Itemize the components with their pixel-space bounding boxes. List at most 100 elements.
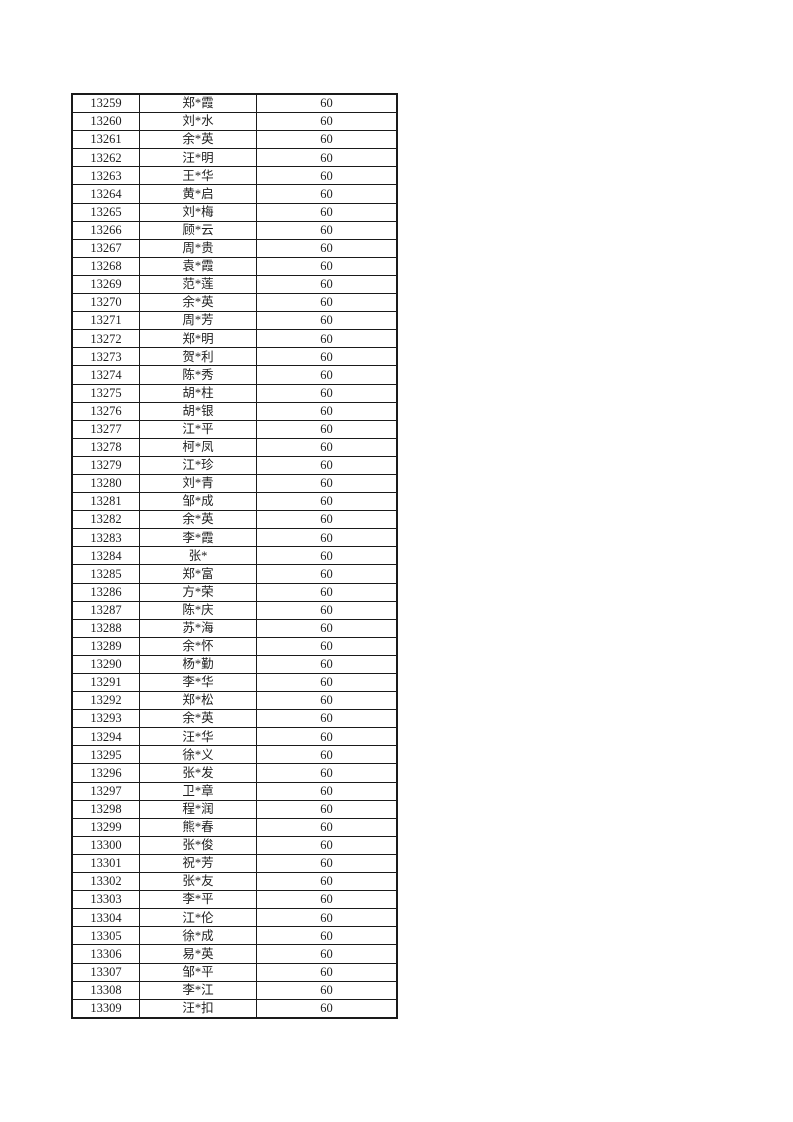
cell-score: 60 xyxy=(256,130,398,150)
table-row: 13302 张*友 60 xyxy=(71,872,398,892)
table-row: 13271 周*芳 60 xyxy=(71,311,398,331)
table-row: 13297 卫*章 60 xyxy=(71,781,398,801)
table-row: 13260 刘*水 60 xyxy=(71,112,398,132)
cell-name: 袁*霞 xyxy=(139,256,257,276)
table-row: 13280 刘*青 60 xyxy=(71,473,398,494)
cell-name: 余*英 xyxy=(139,510,257,530)
table-row: 13285 郑*富 60 xyxy=(71,564,398,584)
cell-name: 邹*成 xyxy=(139,492,257,512)
cell-name: 郑*明 xyxy=(139,329,257,349)
cell-score: 60 xyxy=(256,835,398,855)
cell-name: 卫*章 xyxy=(139,781,257,801)
table-row: 13303 李*平 60 xyxy=(71,890,398,910)
cell-name: 汪*明 xyxy=(139,148,257,168)
cell-name: 刘*青 xyxy=(139,473,257,494)
table-row: 13295 徐*义 60 xyxy=(71,745,398,765)
cell-id: 13293 xyxy=(71,709,140,729)
cell-id: 13264 xyxy=(71,184,140,204)
cell-id: 13287 xyxy=(71,600,140,620)
cell-score: 60 xyxy=(256,817,398,837)
cell-score: 60 xyxy=(256,492,398,512)
cell-score: 60 xyxy=(256,546,398,566)
table-row: 13273 贺*利 60 xyxy=(71,347,398,367)
cell-id: 13276 xyxy=(71,401,140,421)
cell-score: 60 xyxy=(256,691,398,711)
cell-id: 13307 xyxy=(71,962,140,982)
cell-id: 13260 xyxy=(71,112,140,132)
cell-score: 60 xyxy=(256,654,398,675)
cell-id: 13284 xyxy=(71,546,140,566)
cell-name: 陈*秀 xyxy=(139,365,257,385)
cell-score: 60 xyxy=(256,293,398,313)
cell-name: 范*莲 xyxy=(139,274,257,295)
cell-name: 张* xyxy=(139,546,257,566)
cell-name: 胡*柱 xyxy=(139,383,257,403)
cell-name: 李*华 xyxy=(139,672,257,693)
cell-score: 60 xyxy=(256,636,398,656)
cell-id: 13289 xyxy=(71,636,140,656)
cell-id: 13272 xyxy=(71,329,140,349)
cell-name: 苏*海 xyxy=(139,618,257,638)
cell-name: 顾*云 xyxy=(139,220,257,240)
cell-score: 60 xyxy=(256,872,398,892)
table-row: 13304 江*伦 60 xyxy=(71,908,398,928)
cell-score: 60 xyxy=(256,962,398,982)
cell-id: 13278 xyxy=(71,437,140,457)
table-row: 13269 范*莲 60 xyxy=(71,274,398,295)
table-row: 13287 陈*庆 60 xyxy=(71,600,398,620)
cell-score: 60 xyxy=(256,419,398,439)
cell-id: 13302 xyxy=(71,872,140,892)
cell-id: 13299 xyxy=(71,817,140,837)
table-row: 13262 汪*明 60 xyxy=(71,148,398,168)
table-row: 13282 余*英 60 xyxy=(71,510,398,530)
table-row: 13305 徐*成 60 xyxy=(71,926,398,946)
table-row: 13278 柯*凤 60 xyxy=(71,437,398,457)
cell-name: 周*芳 xyxy=(139,311,257,331)
cell-id: 13268 xyxy=(71,256,140,276)
cell-score: 60 xyxy=(256,600,398,620)
cell-id: 13296 xyxy=(71,763,140,783)
cell-name: 徐*成 xyxy=(139,926,257,946)
cell-score: 60 xyxy=(256,672,398,693)
cell-id: 13308 xyxy=(71,980,140,1000)
cell-name: 郑*霞 xyxy=(139,93,257,114)
cell-score: 60 xyxy=(256,980,398,1000)
cell-name: 张*俊 xyxy=(139,835,257,855)
table-row: 13298 程*润 60 xyxy=(71,799,398,819)
table-row: 13276 胡*银 60 xyxy=(71,401,398,421)
cell-id: 13262 xyxy=(71,148,140,168)
cell-name: 柯*凤 xyxy=(139,437,257,457)
table-row: 13300 张*俊 60 xyxy=(71,835,398,855)
cell-id: 13303 xyxy=(71,890,140,910)
cell-score: 60 xyxy=(256,455,398,475)
cell-name: 郑*富 xyxy=(139,564,257,584)
cell-name: 邹*平 xyxy=(139,962,257,982)
table-row: 13293 余*英 60 xyxy=(71,709,398,729)
cell-id: 13301 xyxy=(71,853,140,874)
cell-id: 13267 xyxy=(71,238,140,258)
table-row: 13294 汪*华 60 xyxy=(71,727,398,747)
table-row: 13296 张*发 60 xyxy=(71,763,398,783)
cell-score: 60 xyxy=(256,618,398,638)
cell-name: 易*英 xyxy=(139,944,257,964)
cell-score: 60 xyxy=(256,853,398,874)
cell-name: 陈*庆 xyxy=(139,600,257,620)
cell-id: 13290 xyxy=(71,654,140,675)
cell-name: 张*友 xyxy=(139,872,257,892)
cell-name: 李*平 xyxy=(139,890,257,910)
cell-id: 13282 xyxy=(71,510,140,530)
table-row: 13299 熊*春 60 xyxy=(71,817,398,837)
table-row: 13284 张* 60 xyxy=(71,546,398,566)
cell-name: 李*江 xyxy=(139,980,257,1000)
cell-score: 60 xyxy=(256,473,398,494)
cell-name: 余*英 xyxy=(139,709,257,729)
table-row: 13265 刘*梅 60 xyxy=(71,202,398,222)
cell-score: 60 xyxy=(256,799,398,819)
cell-score: 60 xyxy=(256,745,398,765)
cell-name: 汪*扣 xyxy=(139,998,257,1019)
table-row: 13292 郑*松 60 xyxy=(71,691,398,711)
cell-name: 程*润 xyxy=(139,799,257,819)
cell-id: 13295 xyxy=(71,745,140,765)
table-row: 13291 李*华 60 xyxy=(71,672,398,693)
cell-score: 60 xyxy=(256,437,398,457)
